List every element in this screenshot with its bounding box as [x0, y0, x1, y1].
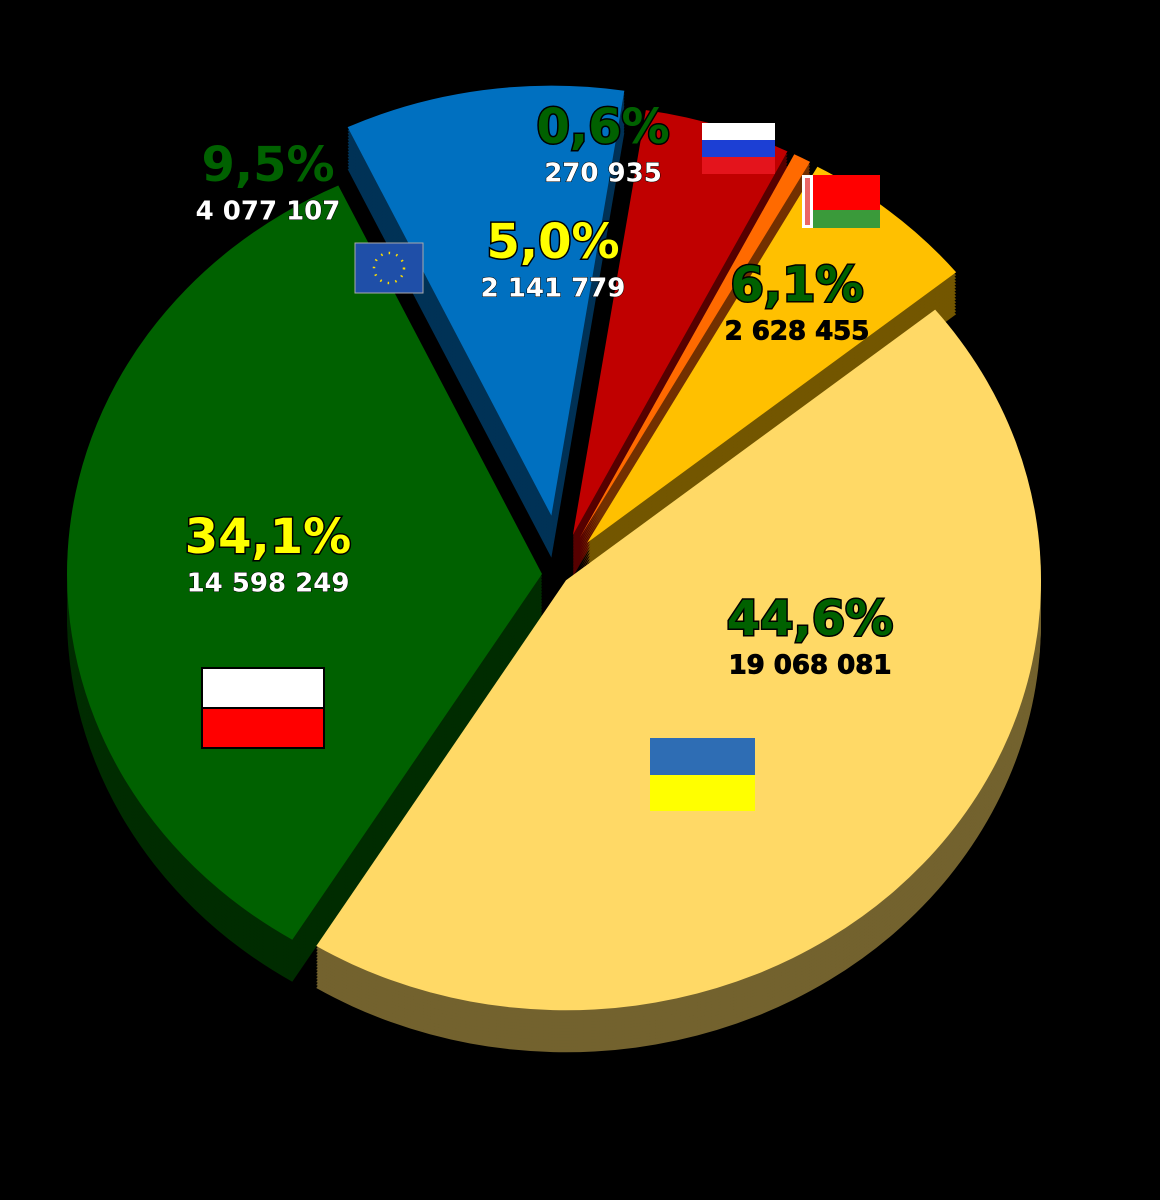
slice [587, 166, 957, 543]
slice [572, 110, 788, 536]
flag-eu [354, 242, 424, 294]
count-label: 4 077 107 [196, 197, 341, 227]
flags [201, 123, 880, 811]
flag-russia [702, 123, 775, 174]
percent-label: 34,1% [185, 509, 352, 565]
slice [579, 154, 811, 538]
count-label: 2 628 455 [725, 317, 870, 347]
percent-label: 6,1% [730, 257, 863, 313]
count-label: 19 068 081 [729, 651, 892, 681]
flag-ukraine [650, 738, 755, 811]
percent-label: 9,5% [201, 137, 334, 193]
percent-label: 5,0% [486, 214, 619, 270]
count-label: 270 935 [544, 159, 662, 189]
slice [67, 185, 543, 940]
slice [347, 85, 625, 516]
slice [316, 309, 1042, 1011]
percent-label: 0,6% [536, 99, 669, 155]
labels: 44,6% 19 068 081 34,1% 14 598 249 9,5% 4 077 … [183, 98, 895, 682]
count-label: 14 598 249 [187, 569, 350, 599]
count-label: 2 141 779 [481, 274, 626, 304]
flag-poland [201, 667, 325, 749]
percent-label: 44,6% [727, 591, 894, 647]
pie [67, 85, 1042, 1053]
flag-belarus [802, 175, 880, 228]
